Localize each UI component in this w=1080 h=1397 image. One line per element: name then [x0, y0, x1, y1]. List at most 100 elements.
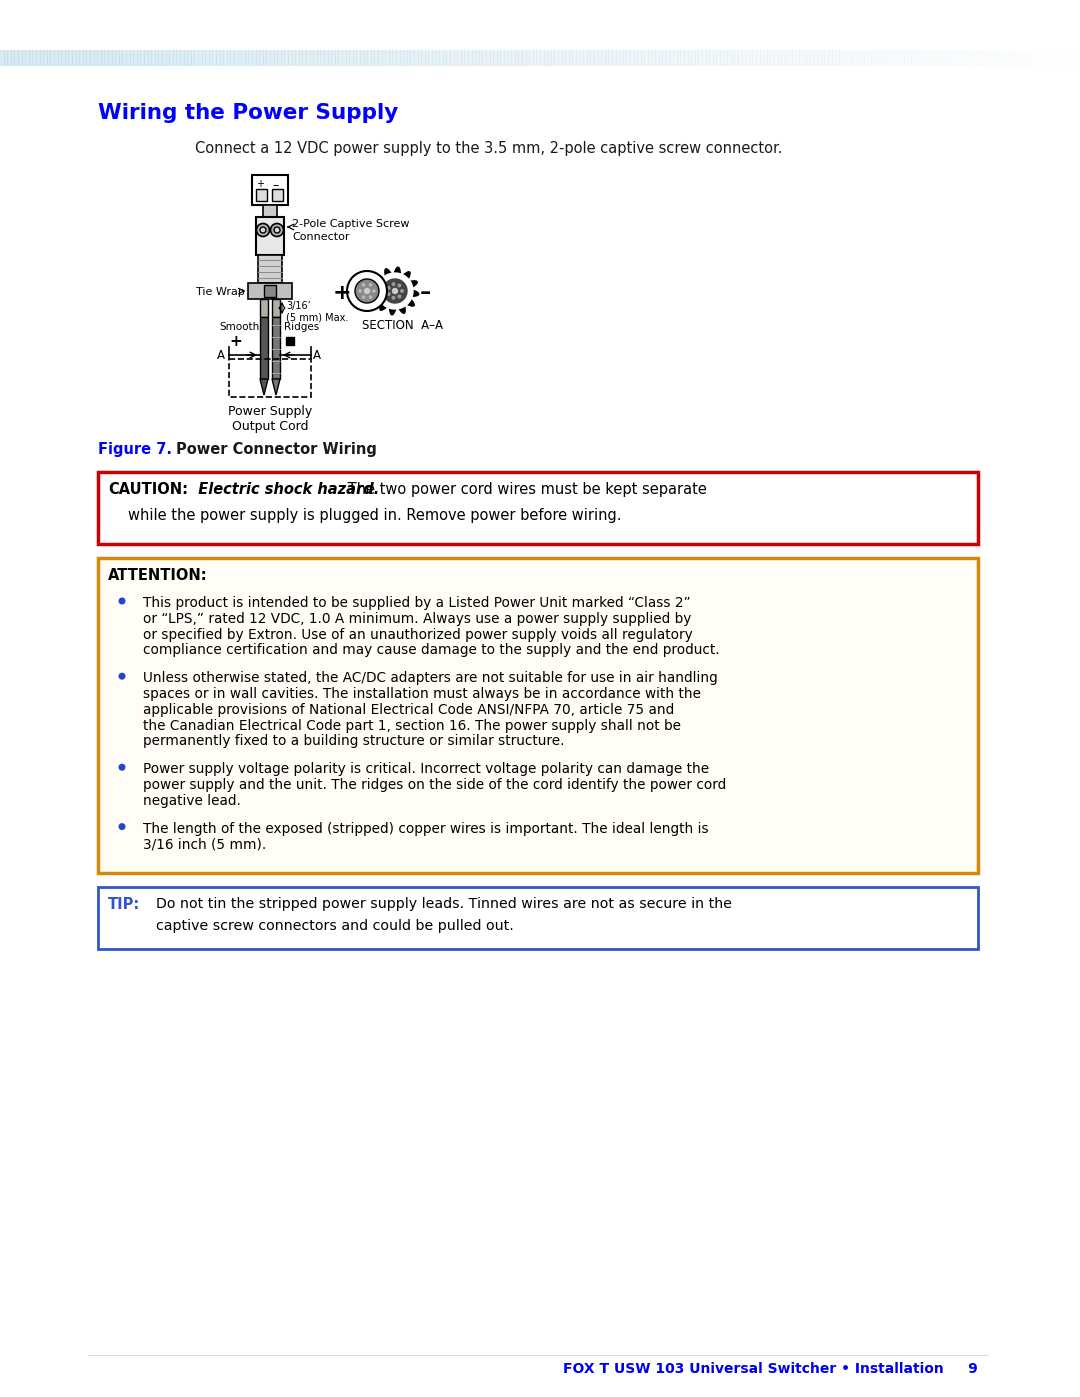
Bar — [367, 50, 372, 66]
Text: Power Connector Wiring: Power Connector Wiring — [176, 441, 377, 457]
Text: ATTENTION:: ATTENTION: — [108, 569, 207, 583]
Bar — [705, 50, 711, 66]
Bar — [252, 50, 257, 66]
Bar — [54, 50, 58, 66]
Text: the Canadian Electrical Code part 1, section 16. The power supply shall not be: the Canadian Electrical Code part 1, sec… — [143, 718, 681, 732]
Bar — [785, 50, 789, 66]
Bar — [213, 50, 217, 66]
Text: compliance certification and may cause damage to the supply and the end product.: compliance certification and may cause d… — [143, 644, 719, 658]
Bar — [764, 50, 768, 66]
Bar — [1040, 50, 1045, 66]
Bar — [483, 50, 487, 66]
Bar — [205, 50, 210, 66]
Text: 2-Pole Captive Screw: 2-Pole Captive Screw — [292, 219, 409, 229]
Bar — [958, 50, 962, 66]
Bar — [867, 50, 873, 66]
Bar — [918, 50, 922, 66]
Bar — [170, 50, 174, 66]
Bar — [90, 50, 95, 66]
Text: –: – — [420, 284, 431, 303]
Bar — [418, 50, 422, 66]
Bar — [227, 50, 231, 66]
Bar — [677, 50, 681, 66]
Circle shape — [362, 284, 365, 286]
Bar — [306, 50, 311, 66]
Bar — [98, 887, 978, 949]
Circle shape — [397, 295, 402, 299]
Bar — [3, 50, 9, 66]
Bar — [727, 50, 732, 66]
Text: Ridges: Ridges — [284, 321, 320, 332]
Bar — [569, 50, 573, 66]
Bar — [818, 50, 822, 66]
Bar — [997, 50, 1002, 66]
Bar — [694, 50, 700, 66]
Bar — [126, 50, 131, 66]
Bar — [208, 50, 214, 66]
Text: spaces or in wall cavities. The installation must always be in accordance with t: spaces or in wall cavities. The installa… — [143, 687, 701, 701]
Bar — [861, 50, 865, 66]
Bar — [842, 50, 847, 66]
Bar — [1051, 50, 1056, 66]
Text: power supply and the unit. The ridges on the side of the cord identify the power: power supply and the unit. The ridges on… — [143, 778, 726, 792]
Bar — [975, 50, 981, 66]
Bar — [724, 50, 728, 66]
Bar — [759, 50, 765, 66]
Bar — [62, 50, 66, 66]
Text: Smooth: Smooth — [219, 321, 259, 332]
Bar — [748, 50, 754, 66]
Bar — [0, 50, 4, 66]
Bar — [272, 299, 280, 317]
Circle shape — [391, 282, 395, 286]
Bar — [713, 50, 717, 66]
Circle shape — [368, 284, 373, 286]
Polygon shape — [392, 289, 397, 293]
Bar — [710, 50, 714, 66]
Circle shape — [119, 673, 125, 680]
Circle shape — [373, 289, 376, 293]
Bar — [893, 50, 897, 66]
Bar — [264, 285, 276, 298]
Bar — [267, 50, 271, 66]
Bar — [648, 50, 652, 66]
Bar — [302, 50, 307, 66]
Text: TIP:: TIP: — [108, 897, 140, 912]
Bar — [32, 50, 37, 66]
Bar — [691, 50, 696, 66]
Circle shape — [347, 271, 387, 312]
Text: while the power supply is plugged in. Remove power before wiring.: while the power supply is plugged in. Re… — [129, 509, 621, 522]
Bar — [781, 50, 786, 66]
Bar — [446, 50, 451, 66]
Text: or “LPS,” rated 12 VDC, 1.0 A minimum. Always use a power supply supplied by: or “LPS,” rated 12 VDC, 1.0 A minimum. A… — [143, 612, 691, 626]
Bar — [742, 50, 746, 66]
Bar — [1012, 50, 1016, 66]
Bar — [537, 50, 541, 66]
Bar — [616, 50, 620, 66]
Circle shape — [257, 224, 270, 236]
Bar — [543, 50, 549, 66]
Text: Do not tin the stripped power supply leads. Tinned wires are not as secure in th: Do not tin the stripped power supply lea… — [156, 897, 732, 911]
Bar — [583, 50, 588, 66]
Text: Figure 7.: Figure 7. — [98, 441, 172, 457]
Bar — [500, 50, 505, 66]
Bar — [954, 50, 959, 66]
Bar — [86, 50, 91, 66]
Bar — [990, 50, 995, 66]
Bar — [1023, 50, 1027, 66]
Bar — [18, 50, 23, 66]
Bar — [915, 50, 919, 66]
Bar — [65, 50, 69, 66]
Text: permanently fixed to a building structure or similar structure.: permanently fixed to a building structur… — [143, 735, 565, 749]
Bar — [111, 50, 117, 66]
Text: The length of the exposed (stripped) copper wires is important. The ideal length: The length of the exposed (stripped) cop… — [143, 821, 708, 835]
Bar — [875, 50, 879, 66]
Bar — [346, 50, 350, 66]
Bar — [119, 50, 123, 66]
Text: Power supply voltage polarity is critical. Incorrect voltage polarity can damage: Power supply voltage polarity is critica… — [143, 763, 710, 777]
Text: applicable provisions of National Electrical Code ANSI/NFPA 70, article 75 and: applicable provisions of National Electr… — [143, 703, 674, 717]
Circle shape — [368, 295, 373, 299]
Bar — [526, 50, 530, 66]
Bar — [486, 50, 490, 66]
Bar — [986, 50, 991, 66]
Bar — [640, 50, 646, 66]
